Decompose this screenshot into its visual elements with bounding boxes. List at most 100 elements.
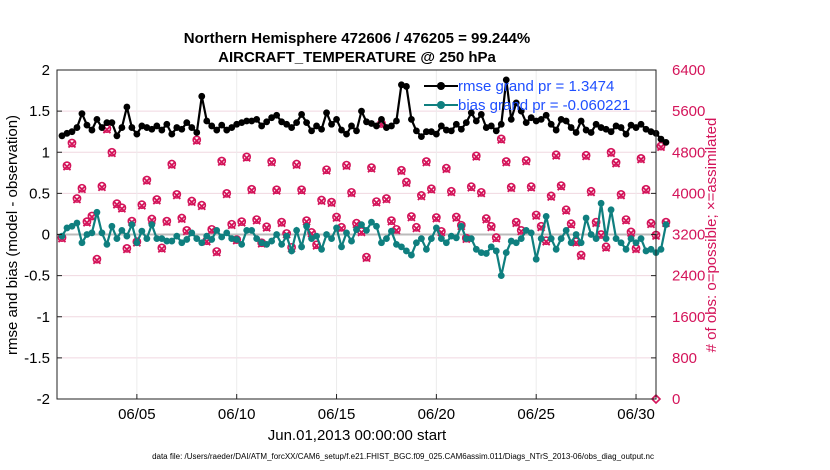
- obs-assimilated-point: [467, 183, 476, 192]
- bias-point: [273, 231, 281, 238]
- rmse-point: [452, 120, 460, 128]
- rmse-point: [662, 138, 670, 146]
- obs-assimilated-point: [452, 213, 461, 223]
- obs-assimilated-point: [97, 183, 107, 192]
- obs-assimilated-point: [172, 191, 181, 200]
- bias-point: [323, 231, 330, 238]
- bias-point: [427, 235, 435, 243]
- bias-point: [587, 231, 595, 238]
- rmse-point: [88, 126, 96, 134]
- bias-point: [472, 245, 480, 253]
- obs-possible-point: [347, 187, 356, 197]
- obs-possible-point: [82, 217, 92, 227]
- obs-assimilated-point: [382, 195, 391, 204]
- rmse-point: [338, 126, 345, 134]
- obs-assimilated-point: [322, 166, 331, 175]
- bias-point: [547, 235, 555, 243]
- obs-assimilated-point: [646, 220, 656, 229]
- rmse-point: [632, 124, 640, 131]
- bias-point: [293, 226, 300, 234]
- rmse-point: [323, 109, 330, 117]
- rmse-point: [188, 124, 196, 131]
- bias-point: [188, 229, 196, 237]
- obs-assimilated-point: [137, 201, 146, 210]
- rmse-point: [283, 120, 291, 128]
- obs-assimilated-point: [262, 223, 271, 232]
- bias-point: [637, 235, 645, 243]
- obs-possible-point: [407, 212, 416, 221]
- bias-point: [333, 224, 340, 232]
- obs-possible-point: [476, 187, 486, 197]
- bias-point: [193, 235, 201, 243]
- obs-assimilated-point: [532, 211, 541, 221]
- chart-subtitle: AIRCRAFT_TEMPERATURE @ 250 hPa: [218, 49, 496, 66]
- bias-point: [113, 235, 121, 243]
- obs-possible-point: [267, 157, 277, 166]
- rmse-point: [657, 135, 665, 143]
- obs-assimilated-point: [626, 228, 636, 238]
- obs-assimilated-point: [442, 165, 451, 174]
- rmse-point: [348, 122, 355, 130]
- bias-point: [477, 249, 485, 256]
- bias-point: [313, 232, 320, 240]
- bias-point: [303, 222, 310, 230]
- obs-assimilated-point: [567, 220, 576, 229]
- x-tick-label: 06/10: [218, 406, 256, 423]
- bias-point: [467, 235, 475, 243]
- rmse-point: [93, 115, 101, 123]
- bias-point: [348, 237, 355, 245]
- rmse-point: [303, 119, 310, 127]
- obs-possible-point: [192, 135, 202, 145]
- rmse-point: [542, 111, 550, 119]
- rmse-point: [403, 83, 410, 90]
- x-axis-label: Jun.01,2013 00:00:00 start: [268, 427, 447, 444]
- legend-rmse-label: rmse grand pr = 1.3474: [458, 78, 614, 95]
- x-axis: 06/05 06/10 06/15 06/20 06/25 06/30: [118, 394, 655, 423]
- bias-point: [128, 221, 136, 229]
- obs-assimilated-point: [606, 149, 616, 158]
- obs-assimilated-point: [77, 185, 87, 194]
- rmse-point: [203, 117, 211, 125]
- bias-point: [657, 245, 665, 253]
- obs-possible-point: [162, 216, 172, 226]
- right-tick-label: 0: [672, 391, 680, 408]
- bias-point: [417, 235, 425, 243]
- bias-point: [517, 235, 525, 243]
- obs-possible-point: [72, 194, 82, 203]
- bias-line: [61, 203, 668, 276]
- obs-possible-point: [591, 217, 601, 227]
- rmse-point: [263, 118, 271, 126]
- obs-assimilated-point: [581, 152, 591, 161]
- rmse-point: [487, 122, 495, 130]
- obs-possible-point: [62, 161, 72, 171]
- bias-point: [178, 239, 186, 247]
- obs-assimilated-point: [477, 189, 486, 198]
- bias-point: [118, 226, 126, 234]
- bias-point: [298, 243, 305, 251]
- right-tick-label: 1600: [672, 309, 705, 326]
- obs-possible-point: [247, 184, 257, 194]
- obs-assimilated-point: [522, 157, 531, 166]
- obs-possible-point: [67, 138, 77, 148]
- bias-point: [408, 251, 415, 259]
- bias-series: [58, 199, 670, 280]
- obs-possible-point: [252, 215, 262, 224]
- bias-point: [163, 237, 171, 245]
- obs-assimilated-point: [72, 195, 82, 204]
- obs-possible-point: [292, 159, 301, 169]
- right-tick-label: 2400: [672, 268, 705, 285]
- rmse-point: [512, 99, 520, 107]
- left-tick-label: 1.5: [29, 103, 50, 120]
- bias-point: [353, 226, 360, 233]
- obs-assimilated-point: [347, 189, 356, 198]
- rmse-point: [293, 119, 300, 127]
- bias-point: [497, 272, 505, 280]
- bias-point: [153, 235, 161, 243]
- obs-possible-point: [382, 194, 391, 203]
- bias-point: [248, 226, 256, 234]
- obs-possible-point: [122, 243, 132, 253]
- rmse-point: [552, 126, 560, 134]
- bias-point: [213, 226, 221, 234]
- obs-assimilated-point: [586, 188, 596, 197]
